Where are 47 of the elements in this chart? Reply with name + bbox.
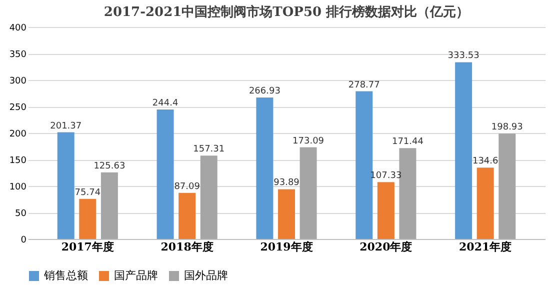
data-label: 201.37 [50,121,82,132]
bar [178,192,196,239]
data-label: 125.63 [94,161,126,172]
data-label: 87.09 [174,182,200,192]
legend-label: 国外品牌 [184,269,228,282]
bar [356,91,373,239]
legend-label: 销售总额 [43,269,88,282]
bar [200,156,218,239]
x-tick-label: 2021年度 [459,240,512,254]
bar [498,134,516,239]
y-tick-label: 150 [9,156,27,166]
y-tick-label: 300 [9,76,27,86]
x-tick-label: 2020年度 [360,240,412,254]
data-label: 266.93 [248,86,280,97]
bar [278,189,295,239]
y-tick-label: 100 [9,182,27,192]
y-tick-label: 0 [20,236,27,246]
x-tick-label: 2017年度 [61,240,114,254]
bar [156,109,174,239]
data-label: 244.4 [152,98,178,108]
chart-title: 2017-2021中国控制阀市场TOP50 排行榜数据对比（亿元） [104,4,470,20]
legend-label: 国产品牌 [114,269,158,282]
bar [455,62,472,239]
bar [399,148,416,239]
bar [476,168,494,239]
bar [100,172,118,239]
data-label: 134.6 [472,156,498,167]
bar [256,98,274,239]
data-label: 333.53 [448,51,480,62]
data-label: 171.44 [392,137,424,148]
data-label: 75.74 [74,188,101,198]
x-tick-label: 2019年度 [260,240,313,254]
y-tick-label: 200 [9,130,27,140]
x-tick-label: 2018年度 [160,240,214,254]
y-tick-label: 50 [15,209,27,219]
bar [377,182,394,239]
data-label: 278.77 [348,80,380,90]
y-tick-label: 350 [9,50,27,60]
data-label: 93.89 [274,178,300,188]
bar [79,198,96,239]
data-label: 157.31 [193,144,225,155]
bar [300,147,317,239]
y-tick-label: 250 [9,103,27,113]
data-label: 173.09 [292,136,324,146]
data-label: 198.93 [491,122,523,133]
bar [57,132,74,239]
y-tick-label: 400 [9,24,27,34]
